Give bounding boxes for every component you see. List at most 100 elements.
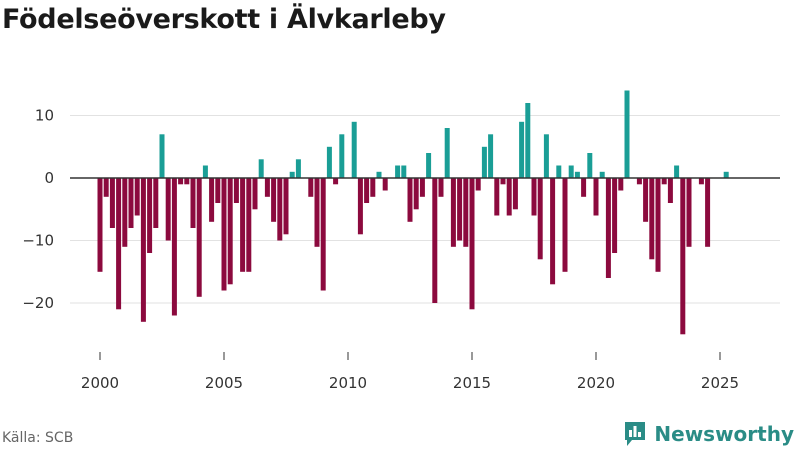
bar-2001.25 [128, 178, 134, 228]
bar-2024.5 [705, 178, 711, 247]
bar-2002.25 [153, 178, 159, 228]
bar-2000 [97, 178, 103, 272]
bar-2010.75 [364, 178, 370, 203]
bar-2018 [543, 134, 549, 179]
bar-2023.5 [680, 178, 686, 335]
bar-2004.5 [209, 178, 215, 222]
bar-2019.25 [574, 171, 580, 179]
bar-2003.75 [190, 178, 196, 228]
bar-2016.25 [500, 178, 506, 185]
bar-2017.75 [537, 178, 543, 260]
bar-2024.25 [698, 178, 704, 185]
bar-2009.75 [339, 134, 345, 179]
bar-2015.75 [488, 134, 494, 179]
bar-2025.25 [723, 171, 729, 179]
y-tick-label: 0 [44, 169, 54, 187]
x-tick-label: 2005 [205, 374, 243, 392]
bar-2008.75 [314, 178, 320, 247]
bar-2005.25 [227, 178, 233, 285]
bar-2013 [419, 178, 425, 197]
bar-2006.5 [258, 159, 264, 179]
bar-2019 [568, 165, 574, 178]
x-tick-label: 2025 [701, 374, 739, 392]
bar-2001.5 [134, 178, 140, 216]
bar-2003.5 [184, 178, 190, 185]
source-note: Källa: SCB [2, 430, 74, 446]
bar-2018.5 [556, 165, 562, 178]
bar-2012.5 [407, 178, 413, 222]
bar-2023 [667, 178, 673, 203]
bar-2009 [320, 178, 326, 291]
bar-2021.75 [636, 178, 642, 185]
bar-2023.75 [686, 178, 692, 247]
bar-2013.75 [438, 178, 444, 197]
bar-2022.25 [649, 178, 655, 260]
bar-2005 [221, 178, 227, 291]
x-tick-label: 2010 [329, 374, 367, 392]
gridlines [70, 115, 780, 304]
bar-2017.5 [531, 178, 537, 216]
bar-2002.75 [165, 178, 171, 241]
bar-2015 [469, 178, 475, 310]
bar-2019.75 [587, 153, 593, 178]
bar-2010.5 [357, 178, 363, 235]
bar-2001 [122, 178, 128, 247]
y-tick-label: −20 [22, 294, 54, 312]
bar-2007 [271, 178, 277, 222]
bar-2004 [196, 178, 202, 297]
bar-2007.75 [289, 171, 295, 179]
bar-2012.75 [413, 178, 419, 210]
bar-2000.5 [109, 178, 115, 228]
bar-2013.25 [426, 153, 432, 178]
bar-2018.25 [550, 178, 556, 285]
x-axis-ticks: 2000 2005 2010 2015 2020 2025 [81, 352, 739, 392]
y-tick-label: 10 [35, 107, 54, 125]
bar-2014.25 [450, 178, 456, 247]
x-tick-label: 2020 [577, 374, 615, 392]
chart-title: Födelseöverskott i Älvkarleby [2, 4, 446, 35]
bar-2011.5 [382, 178, 388, 191]
bar-2014 [444, 128, 450, 178]
bar-2003.25 [178, 178, 184, 185]
bars [97, 90, 729, 335]
bar-2022 [643, 178, 649, 222]
bar-2020.75 [612, 178, 618, 253]
bar-chart-speech-icon [625, 422, 646, 446]
bar-2016.75 [512, 178, 518, 210]
bar-2011.25 [376, 171, 382, 179]
bar-2021 [618, 178, 624, 191]
bar-2017.25 [525, 103, 531, 178]
bar-2005.5 [233, 178, 239, 203]
brand-name: Newsworthy [654, 422, 794, 446]
bar-2012 [395, 165, 401, 178]
bar-2020 [593, 178, 599, 216]
bar-2000.25 [103, 178, 109, 197]
bar-2004.75 [215, 178, 221, 203]
bar-2016.5 [506, 178, 512, 216]
bar-2018.75 [562, 178, 568, 272]
bar-2016 [494, 178, 500, 216]
bar-2009.25 [326, 146, 332, 179]
bar-2014.5 [457, 178, 463, 241]
bar-2007.5 [283, 178, 289, 235]
bar-2003 [171, 178, 177, 316]
bar-2008 [295, 159, 301, 179]
bar-2000.75 [116, 178, 122, 310]
x-tick-label: 2015 [453, 374, 491, 392]
bar-2019.5 [581, 178, 587, 197]
bar-2022.75 [661, 178, 667, 185]
bar-2021.25 [624, 90, 630, 178]
bar-2011 [370, 178, 376, 197]
bar-2002 [147, 178, 153, 253]
bar-2005.75 [240, 178, 246, 272]
bar-2006.75 [264, 178, 270, 197]
bar-2004.25 [202, 165, 208, 178]
brand-logo: Newsworthy [623, 419, 794, 449]
bar-2020.25 [599, 171, 605, 179]
bar-2008.5 [308, 178, 314, 197]
bar-2014.75 [463, 178, 469, 247]
y-axis-ticks: 10 0 −10 −20 [22, 107, 54, 313]
bar-2013.5 [432, 178, 438, 303]
bar-2015.5 [481, 146, 487, 179]
